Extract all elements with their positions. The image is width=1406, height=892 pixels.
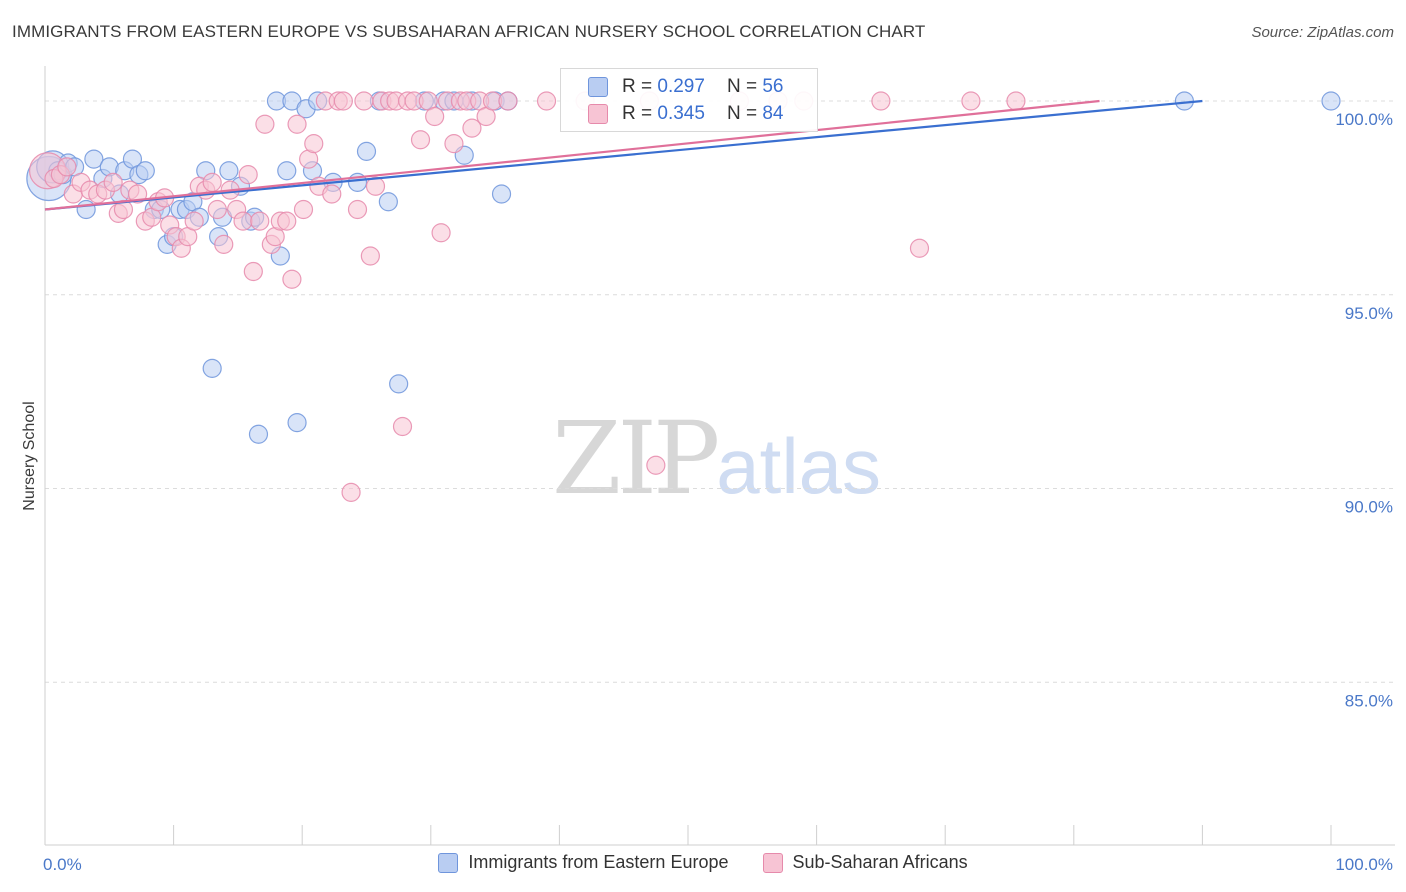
data-point-subsaharan-africans xyxy=(287,114,307,134)
data-point-subsaharan-africans xyxy=(646,455,666,475)
data-point-subsaharan-africans xyxy=(909,238,930,258)
data-point-subsaharan-africans xyxy=(392,416,413,437)
stats-legend-box: R = 0.297 N = 56 R = 0.345 N = 84 xyxy=(560,68,818,132)
data-point-subsaharan-africans xyxy=(293,199,314,220)
data-point-subsaharan-africans xyxy=(282,269,302,289)
trend-line-subsaharan-africans xyxy=(44,99,1100,211)
legend-item-pink: Sub-Saharan Africans xyxy=(762,852,968,873)
data-point-subsaharan-africans xyxy=(410,130,431,150)
data-point-eastern-europe xyxy=(378,192,398,212)
legend-swatch-pink xyxy=(762,852,783,873)
data-point-subsaharan-africans xyxy=(214,234,234,254)
data-point-eastern-europe xyxy=(248,424,269,444)
data-point-subsaharan-africans xyxy=(243,261,263,282)
data-point-subsaharan-africans xyxy=(250,211,270,231)
legend-swatch-blue xyxy=(438,852,459,873)
data-point-subsaharan-africans xyxy=(498,91,518,111)
data-point-subsaharan-africans xyxy=(103,172,123,192)
data-point-subsaharan-africans xyxy=(233,211,253,231)
data-point-subsaharan-africans xyxy=(341,482,361,502)
data-point-eastern-europe xyxy=(219,161,239,181)
data-point-subsaharan-africans xyxy=(57,157,77,177)
data-point-subsaharan-africans xyxy=(462,118,482,138)
data-point-subsaharan-africans xyxy=(360,246,380,266)
data-point-eastern-europe xyxy=(287,413,307,433)
chart-title: IMMIGRANTS FROM EASTERN EUROPE VS SUBSAH… xyxy=(12,22,926,41)
legend-item-blue: Immigrants from Eastern Europe xyxy=(438,852,729,873)
stats-swatch-pink xyxy=(588,104,608,124)
stats-swatch-blue xyxy=(588,77,608,97)
stats-r-label-blue: R = xyxy=(622,76,653,97)
data-point-subsaharan-africans xyxy=(304,134,324,154)
data-point-subsaharan-africans xyxy=(255,114,275,134)
data-point-eastern-europe xyxy=(277,161,297,181)
watermark-zip: ZIP xyxy=(552,400,720,517)
data-point-subsaharan-africans xyxy=(431,223,451,243)
x-tick-label: 0.0% xyxy=(43,855,82,874)
watermark-atlas: atlas xyxy=(716,422,882,510)
data-point-subsaharan-africans xyxy=(961,91,981,111)
stats-r-value-pink: 0.345 xyxy=(657,103,705,124)
data-point-eastern-europe xyxy=(389,374,409,394)
data-point-subsaharan-africans xyxy=(184,211,204,231)
stats-n-value-pink: 84 xyxy=(762,103,784,124)
data-point-eastern-europe xyxy=(84,149,104,169)
data-point-eastern-europe xyxy=(1321,91,1341,111)
data-point-subsaharan-africans xyxy=(1006,91,1026,111)
data-point-subsaharan-africans xyxy=(277,211,297,231)
data-point-subsaharan-africans xyxy=(238,165,258,185)
data-point-subsaharan-africans xyxy=(444,134,464,154)
stats-n-label-pink: N = xyxy=(726,103,758,124)
source-label: Source: ZipAtlas.com xyxy=(1251,24,1394,41)
stats-n-value-blue: 56 xyxy=(762,76,784,97)
data-point-subsaharan-africans xyxy=(347,199,368,220)
data-point-subsaharan-africans xyxy=(322,184,342,204)
data-point-subsaharan-africans xyxy=(202,172,222,192)
bottom-legend: Immigrants from Eastern Europe Sub-Sahar… xyxy=(0,852,1406,873)
data-point-eastern-europe xyxy=(76,199,96,220)
legend-label-blue: Immigrants from Eastern Europe xyxy=(468,852,729,872)
y-tick-label: 100.0% xyxy=(1335,110,1393,129)
data-point-eastern-europe xyxy=(202,358,222,378)
data-point-eastern-europe xyxy=(491,184,512,204)
stats-row-blue: R = 0.297 N = 56 xyxy=(561,73,783,101)
stats-r-value-blue: 0.297 xyxy=(657,76,705,97)
stats-n-label-blue: N = xyxy=(726,76,758,97)
stats-row-pink: R = 0.345 N = 84 xyxy=(561,100,783,128)
data-point-subsaharan-africans xyxy=(207,199,227,220)
data-point-subsaharan-africans xyxy=(536,91,557,111)
data-point-subsaharan-africans xyxy=(365,176,386,196)
y-tick-label: 95.0% xyxy=(1345,304,1393,323)
data-point-eastern-europe xyxy=(135,161,155,181)
trend-line-eastern-europe xyxy=(44,99,1203,211)
data-point-subsaharan-africans xyxy=(354,91,374,111)
data-point-eastern-europe xyxy=(356,141,377,161)
legend-label-pink: Sub-Saharan Africans xyxy=(792,852,968,872)
data-point-subsaharan-africans xyxy=(871,91,891,111)
watermark: ZIPatlas xyxy=(552,400,881,517)
data-point-subsaharan-africans xyxy=(333,91,353,111)
y-tick-label: 85.0% xyxy=(1345,691,1393,710)
stats-r-label-pink: R = xyxy=(622,103,653,124)
x-tick-label: 100.0% xyxy=(1335,855,1393,874)
y-tick-label: 90.0% xyxy=(1345,498,1393,517)
data-point-subsaharan-africans xyxy=(425,106,445,127)
